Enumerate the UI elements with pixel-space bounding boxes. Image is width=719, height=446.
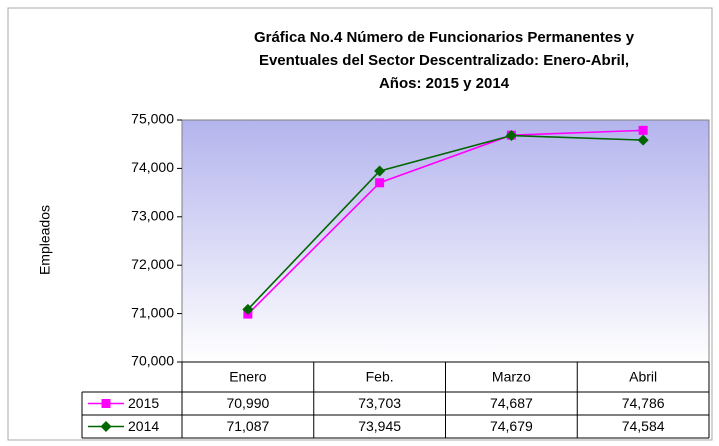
chart-title: Años: 2015 y 2014 bbox=[379, 75, 510, 92]
legend-marker bbox=[101, 399, 111, 408]
chart-title: Eventuales del Sector Descentralizado: E… bbox=[259, 52, 629, 69]
chart-title: Gráfica No.4 Número de Funcionarios Perm… bbox=[254, 29, 635, 46]
table-value: 70,990 bbox=[226, 395, 269, 411]
table-value: 74,687 bbox=[490, 395, 533, 411]
legend-marker bbox=[100, 421, 112, 432]
table-value: 74,584 bbox=[622, 418, 665, 434]
legend-label: 2015 bbox=[128, 395, 159, 411]
series-marker bbox=[505, 130, 517, 142]
plot-area bbox=[181, 119, 710, 363]
table-value: 73,703 bbox=[358, 395, 401, 411]
x-tick-label: Enero bbox=[229, 369, 267, 385]
series-marker bbox=[242, 303, 254, 315]
series-marker bbox=[638, 125, 648, 135]
series-marker bbox=[637, 134, 649, 146]
series-marker bbox=[374, 165, 386, 177]
legend-label: 2014 bbox=[128, 418, 159, 434]
x-tick-label: Feb. bbox=[366, 369, 394, 385]
y-tick-label: 71,000 bbox=[131, 304, 174, 320]
y-tick-label: 75,000 bbox=[131, 111, 174, 127]
y-tick-label: 73,000 bbox=[131, 208, 174, 224]
series-line bbox=[247, 129, 644, 315]
table-value: 71,087 bbox=[226, 418, 269, 434]
y-axis-label: Empleados bbox=[37, 205, 53, 275]
table-value: 73,945 bbox=[358, 418, 401, 434]
table-value: 74,679 bbox=[490, 418, 533, 434]
x-tick-label: Marzo bbox=[492, 369, 531, 385]
y-tick-label: 74,000 bbox=[131, 159, 174, 175]
y-tick-label: 72,000 bbox=[131, 256, 174, 272]
table-value: 74,786 bbox=[622, 395, 665, 411]
series-marker bbox=[375, 178, 385, 188]
y-tick-label: 70,000 bbox=[131, 353, 174, 369]
series-line bbox=[247, 134, 644, 310]
x-tick-label: Abril bbox=[629, 369, 657, 385]
